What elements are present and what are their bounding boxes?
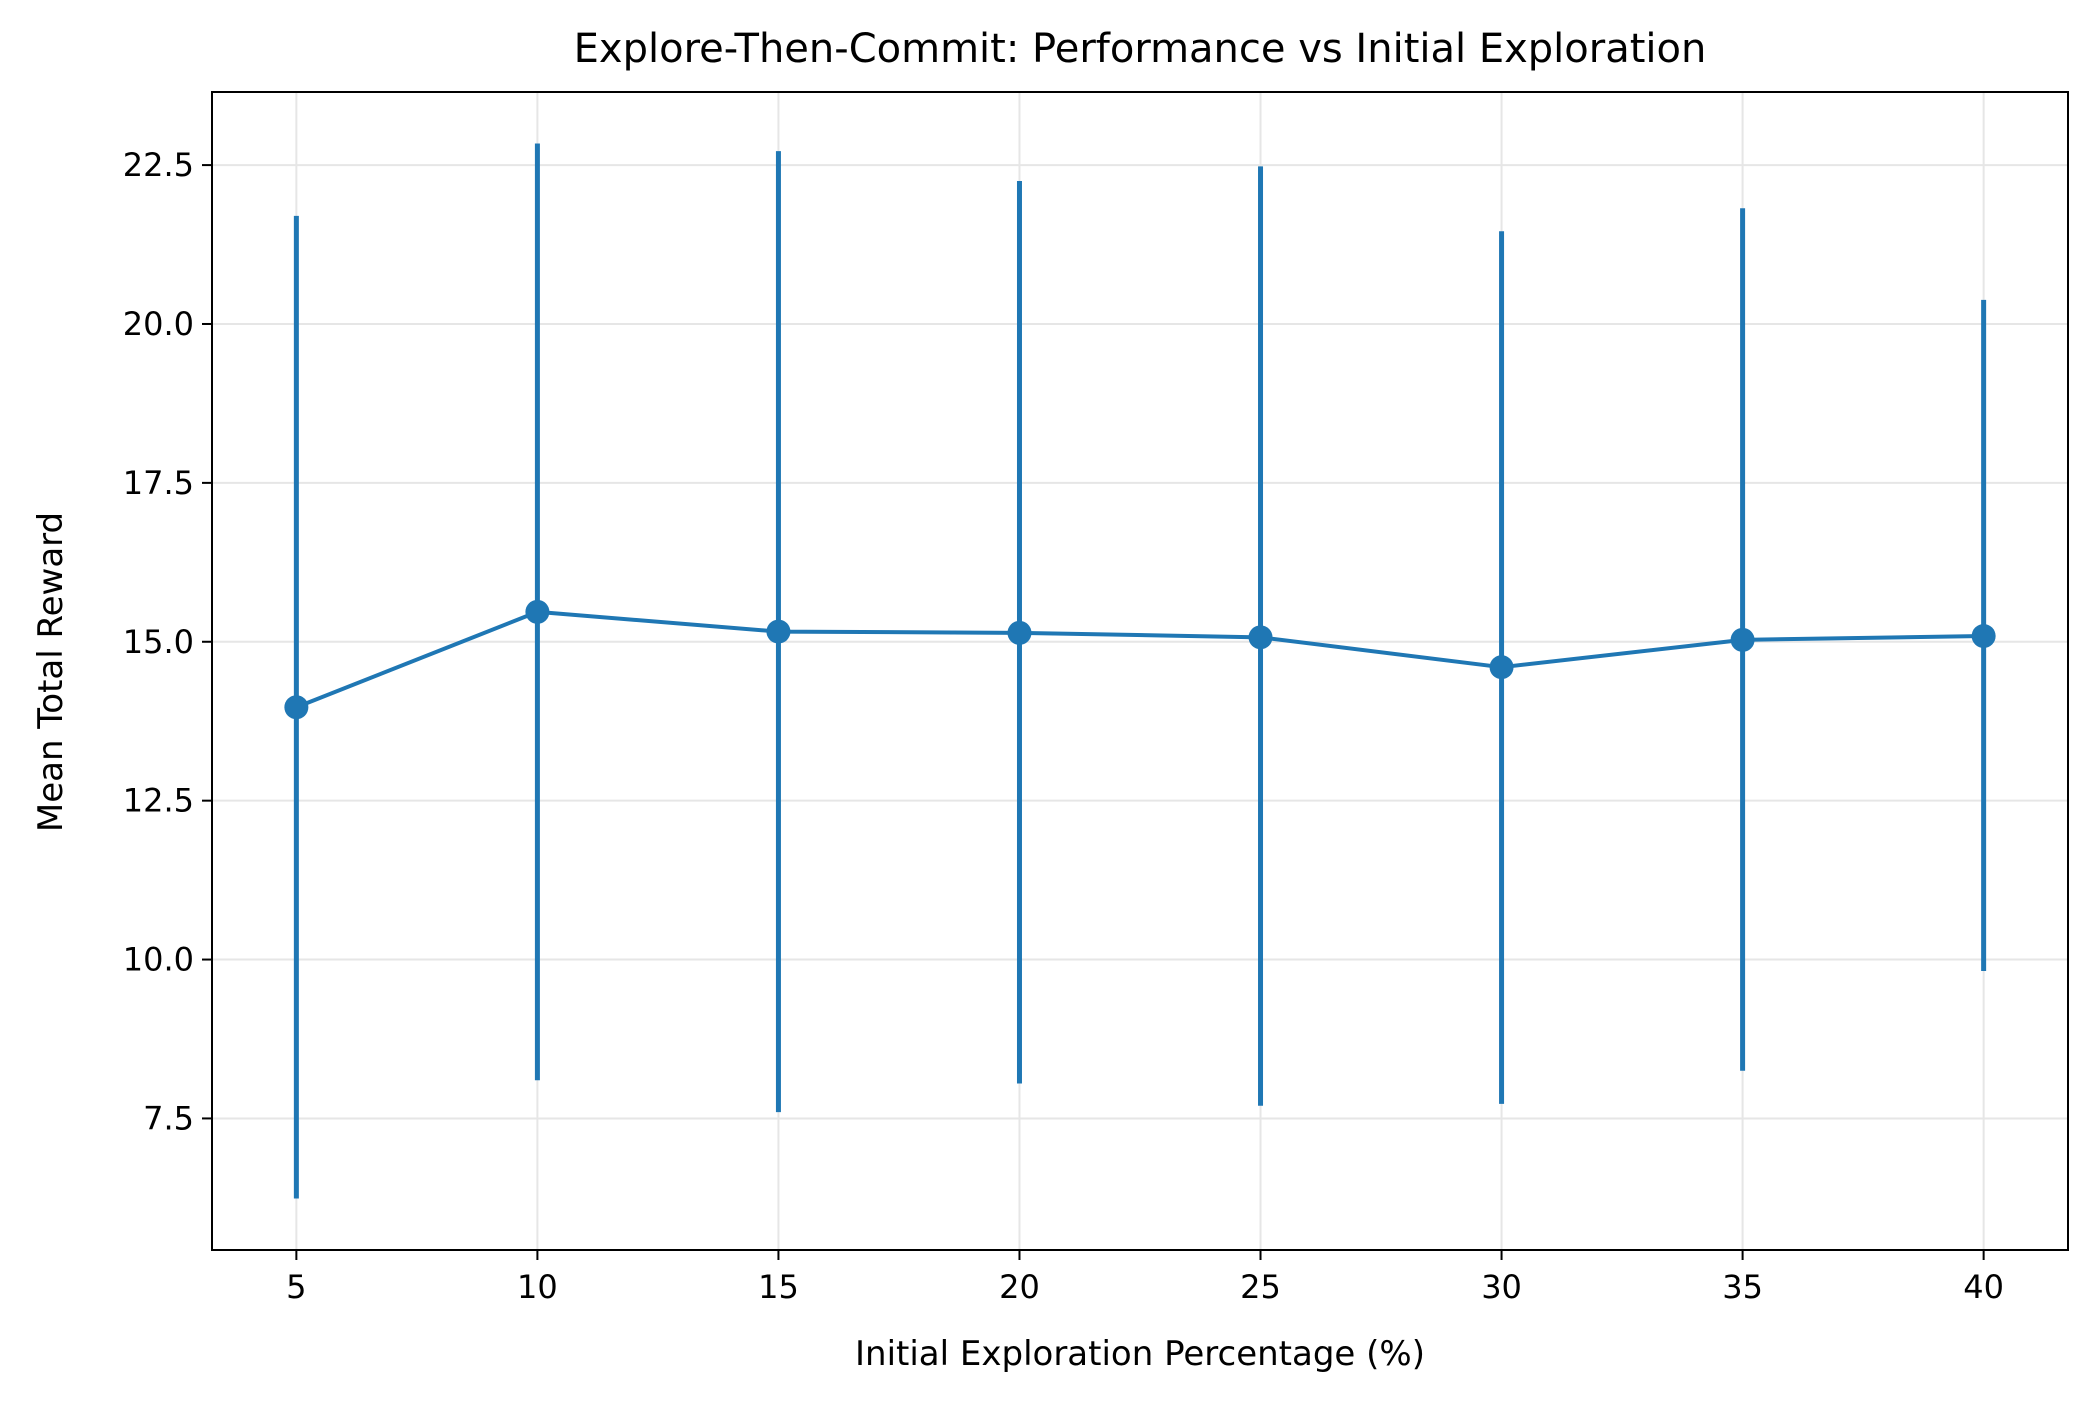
data-point bbox=[766, 619, 791, 644]
x-tick-label: 15 bbox=[758, 1268, 799, 1306]
data-point bbox=[1489, 655, 1514, 680]
data-point bbox=[1007, 620, 1032, 645]
line-layer bbox=[295, 609, 1984, 710]
data-point bbox=[1730, 627, 1755, 652]
y-tick-label: 22.5 bbox=[123, 146, 194, 184]
series-line bbox=[295, 609, 1984, 710]
x-tick-label: 40 bbox=[1963, 1268, 2004, 1306]
x-tick-label: 5 bbox=[286, 1268, 306, 1306]
y-tick-label: 17.5 bbox=[123, 464, 194, 502]
y-tick-label: 10.0 bbox=[123, 941, 194, 979]
data-point bbox=[284, 695, 309, 720]
plot-frame bbox=[211, 91, 2069, 1251]
data-point bbox=[1248, 625, 1273, 650]
x-tick-label: 30 bbox=[1481, 1268, 1522, 1306]
y-tick-label: 7.5 bbox=[143, 1099, 194, 1137]
x-tick-label: 10 bbox=[517, 1268, 558, 1306]
y-tick-label: 20.0 bbox=[123, 305, 194, 343]
x-tick-label: 25 bbox=[1240, 1268, 1281, 1306]
data-point bbox=[1971, 624, 1996, 649]
y-tick-label: 15.0 bbox=[123, 623, 194, 661]
tick-layer: 5 10 15 20 25 30 35 40 7.5 10.0 12.5 15.0 17.5 20.0 22… bbox=[123, 146, 2004, 1306]
y-axis-label: Mean Total Reward bbox=[31, 512, 71, 832]
y-tick-label: 12.5 bbox=[123, 782, 194, 820]
x-tick-label: 35 bbox=[1722, 1268, 1763, 1306]
x-tick-label: 20 bbox=[999, 1268, 1040, 1306]
x-axis-label: Initial Exploration Percentage (%) bbox=[855, 1334, 1425, 1374]
data-point bbox=[525, 599, 550, 624]
chart-title: Explore-Then-Commit: Performance vs Init… bbox=[574, 26, 1707, 72]
marker-layer bbox=[284, 599, 1996, 720]
